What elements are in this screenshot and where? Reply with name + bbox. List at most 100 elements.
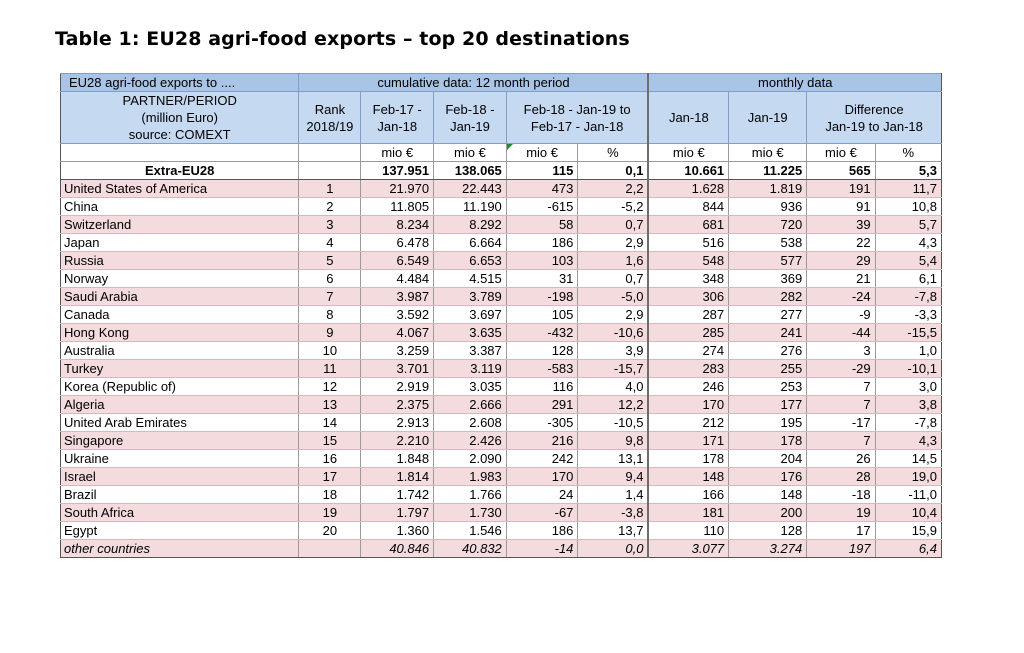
table-row: Saudi Arabia 7 3.987 3.789 -198 -5,0 306 282 -24… — [59, 287, 943, 306]
value-cell: 3.077 — [647, 539, 730, 558]
header-period-diff: Feb-18 - Jan-19 to Feb-17 - Jan-18 — [505, 91, 650, 144]
value-cell: 28 — [806, 467, 876, 486]
value-cell: 5,7 — [874, 215, 943, 234]
unit-cell: % — [577, 143, 650, 162]
period-1-end: Jan-18 — [377, 118, 418, 134]
value-cell: 7 — [806, 377, 876, 396]
value-cell: 4.484 — [360, 269, 435, 288]
value-cell: -9 — [806, 305, 876, 324]
value-cell: 6.653 — [433, 251, 507, 270]
value-cell: -11,0 — [874, 485, 943, 504]
value-cell: 844 — [647, 197, 730, 216]
value-cell: 538 — [728, 233, 808, 252]
value-cell: 255 — [728, 359, 808, 378]
value-cell: 3.789 — [433, 287, 507, 306]
country-rank: 10 — [298, 341, 362, 360]
header-monthly: monthly data — [647, 73, 943, 92]
value-cell: 3,9 — [577, 341, 650, 360]
header-month-2: Jan-19 — [728, 91, 808, 144]
country-name: Switzerland — [59, 215, 300, 234]
value-cell: 3.387 — [433, 341, 507, 360]
unit-cell: mio € — [728, 143, 808, 162]
value-cell: 181 — [647, 503, 730, 522]
country-name: Singapore — [59, 431, 300, 450]
header-period-1: Feb-17 - Jan-18 — [360, 91, 435, 144]
value-cell: 473 — [505, 179, 579, 198]
value-cell: 91 — [806, 197, 876, 216]
value-cell: 3.987 — [360, 287, 435, 306]
value-cell: -29 — [806, 359, 876, 378]
value-cell: 11.805 — [360, 197, 435, 216]
value-cell: 10.661 — [647, 161, 730, 180]
value-cell: -10,1 — [874, 359, 943, 378]
value-cell: 170 — [647, 395, 730, 414]
country-rank: 7 — [298, 287, 362, 306]
value-cell: 1.742 — [360, 485, 435, 504]
country-rank: 8 — [298, 305, 362, 324]
value-cell: 13,1 — [577, 449, 650, 468]
table-row: Singapore 15 2.210 2.426 216 9,8 171 178 7 4,3 — [59, 431, 943, 450]
value-cell: 3 — [806, 341, 876, 360]
country-name: Australia — [59, 341, 300, 360]
value-cell: 4,3 — [874, 233, 943, 252]
value-cell: 1,4 — [577, 485, 650, 504]
unit-cell: mio € — [433, 143, 507, 162]
country-name: Canada — [59, 305, 300, 324]
value-cell: 287 — [647, 305, 730, 324]
value-cell: 369 — [728, 269, 808, 288]
value-cell: 936 — [728, 197, 808, 216]
value-cell: 6,4 — [874, 539, 943, 558]
country-name: Korea (Republic of) — [59, 377, 300, 396]
country-rank: 2 — [298, 197, 362, 216]
other-countries-row: other countries 40.846 40.832 -14 0,0 3.077 3.… — [59, 539, 943, 558]
value-cell: 128 — [505, 341, 579, 360]
value-cell: 10,4 — [874, 503, 943, 522]
header-period-2: Feb-18 - Jan-19 — [433, 91, 507, 144]
value-cell: 2,2 — [577, 179, 650, 198]
country-rank: 14 — [298, 413, 362, 432]
table-row: Norway 6 4.484 4.515 31 0,7 348 369 21 6,1 — [59, 269, 943, 288]
value-cell: 58 — [505, 215, 579, 234]
value-cell: 3,8 — [874, 395, 943, 414]
value-cell: -3,3 — [874, 305, 943, 324]
value-cell: 2.666 — [433, 395, 507, 414]
value-cell: -15,5 — [874, 323, 943, 342]
value-cell: 1.848 — [360, 449, 435, 468]
country-rank: 3 — [298, 215, 362, 234]
value-cell: 3.274 — [728, 539, 808, 558]
value-cell: 166 — [647, 485, 730, 504]
country-rank: 11 — [298, 359, 362, 378]
country-name: United Arab Emirates — [59, 413, 300, 432]
value-cell: 29 — [806, 251, 876, 270]
table-row: Egypt 20 1.360 1.546 186 13,7 110 128 17 15,9 — [59, 521, 943, 540]
country-rank: 20 — [298, 521, 362, 540]
value-cell: 5,4 — [874, 251, 943, 270]
value-cell: 148 — [728, 485, 808, 504]
table-row: Turkey 11 3.701 3.119 -583 -15,7 283 255 -29 -10,… — [59, 359, 943, 378]
period-1-start: Feb-17 - — [372, 101, 422, 117]
value-cell: 283 — [647, 359, 730, 378]
value-cell: 241 — [728, 323, 808, 342]
row-name: other countries — [59, 539, 300, 558]
value-cell: 176 — [728, 467, 808, 486]
country-name: Norway — [59, 269, 300, 288]
table-row: Algeria 13 2.375 2.666 291 12,2 170 177 7 3,8 — [59, 395, 943, 414]
rank-year-label: 2018/19 — [306, 118, 354, 134]
country-name: Hong Kong — [59, 323, 300, 342]
country-name: South Africa — [59, 503, 300, 522]
value-cell: 148 — [647, 467, 730, 486]
row-rank — [298, 539, 362, 558]
table-row: Canada 8 3.592 3.697 105 2,9 287 277 -9 -3,3 — [59, 305, 943, 324]
value-cell: 197 — [806, 539, 876, 558]
unit-cell: mio € — [806, 143, 876, 162]
value-cell: 4,0 — [577, 377, 650, 396]
value-cell: 2.608 — [433, 413, 507, 432]
value-cell: 276 — [728, 341, 808, 360]
table-row: United Arab Emirates 14 2.913 2.608 -305 -10,… — [59, 413, 943, 432]
value-cell: 26 — [806, 449, 876, 468]
row-rank — [298, 161, 362, 180]
period-2-start: Feb-18 - — [445, 101, 495, 117]
value-cell: 1.797 — [360, 503, 435, 522]
country-rank: 1 — [298, 179, 362, 198]
value-cell: 137.951 — [360, 161, 435, 180]
